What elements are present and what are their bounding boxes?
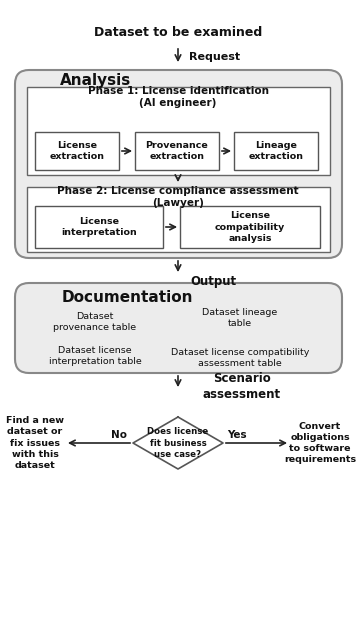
FancyBboxPatch shape: [15, 283, 342, 373]
Text: Dataset lineage
table: Dataset lineage table: [202, 308, 278, 328]
Text: Dataset license compatibility
assessment table: Dataset license compatibility assessment…: [171, 348, 309, 368]
Text: Output: Output: [190, 274, 236, 288]
Text: Scenario
assessment: Scenario assessment: [203, 372, 281, 401]
Bar: [135, 132, 219, 170]
Text: Yes: Yes: [227, 430, 247, 440]
Text: Dataset
provenance table: Dataset provenance table: [54, 312, 137, 332]
FancyBboxPatch shape: [15, 70, 342, 258]
Polygon shape: [133, 417, 223, 469]
Bar: [27, 87, 330, 175]
Text: License
extraction: License extraction: [50, 141, 105, 161]
Text: Phase 2: License compliance assessment
(Lawyer): Phase 2: License compliance assessment (…: [57, 186, 299, 208]
Text: Convert
obligations
to software
requirements: Convert obligations to software requirem…: [284, 422, 356, 464]
Text: Request: Request: [190, 52, 241, 62]
Text: License
compatibility
analysis: License compatibility analysis: [215, 212, 285, 242]
Bar: [27, 187, 330, 252]
Text: Analysis: Analysis: [60, 72, 131, 87]
Text: Find a new
dataset or
fix issues
with this
dataset: Find a new dataset or fix issues with th…: [6, 416, 64, 470]
Text: Documentation: Documentation: [62, 290, 193, 305]
Text: Lineage
extraction: Lineage extraction: [248, 141, 303, 161]
Text: Phase 1: License identification
(AI engineer): Phase 1: License identification (AI engi…: [87, 86, 268, 108]
Text: No: No: [111, 430, 127, 440]
Bar: [180, 206, 320, 248]
Bar: [35, 206, 163, 248]
Text: License
interpretation: License interpretation: [61, 217, 137, 237]
Text: Does license
fit business
use case?: Does license fit business use case?: [147, 428, 208, 458]
Bar: [234, 132, 318, 170]
Bar: [35, 132, 119, 170]
Text: Dataset license
interpretation table: Dataset license interpretation table: [49, 346, 141, 366]
Text: Provenance
extraction: Provenance extraction: [146, 141, 208, 161]
Text: Dataset to be examined: Dataset to be examined: [94, 26, 262, 38]
